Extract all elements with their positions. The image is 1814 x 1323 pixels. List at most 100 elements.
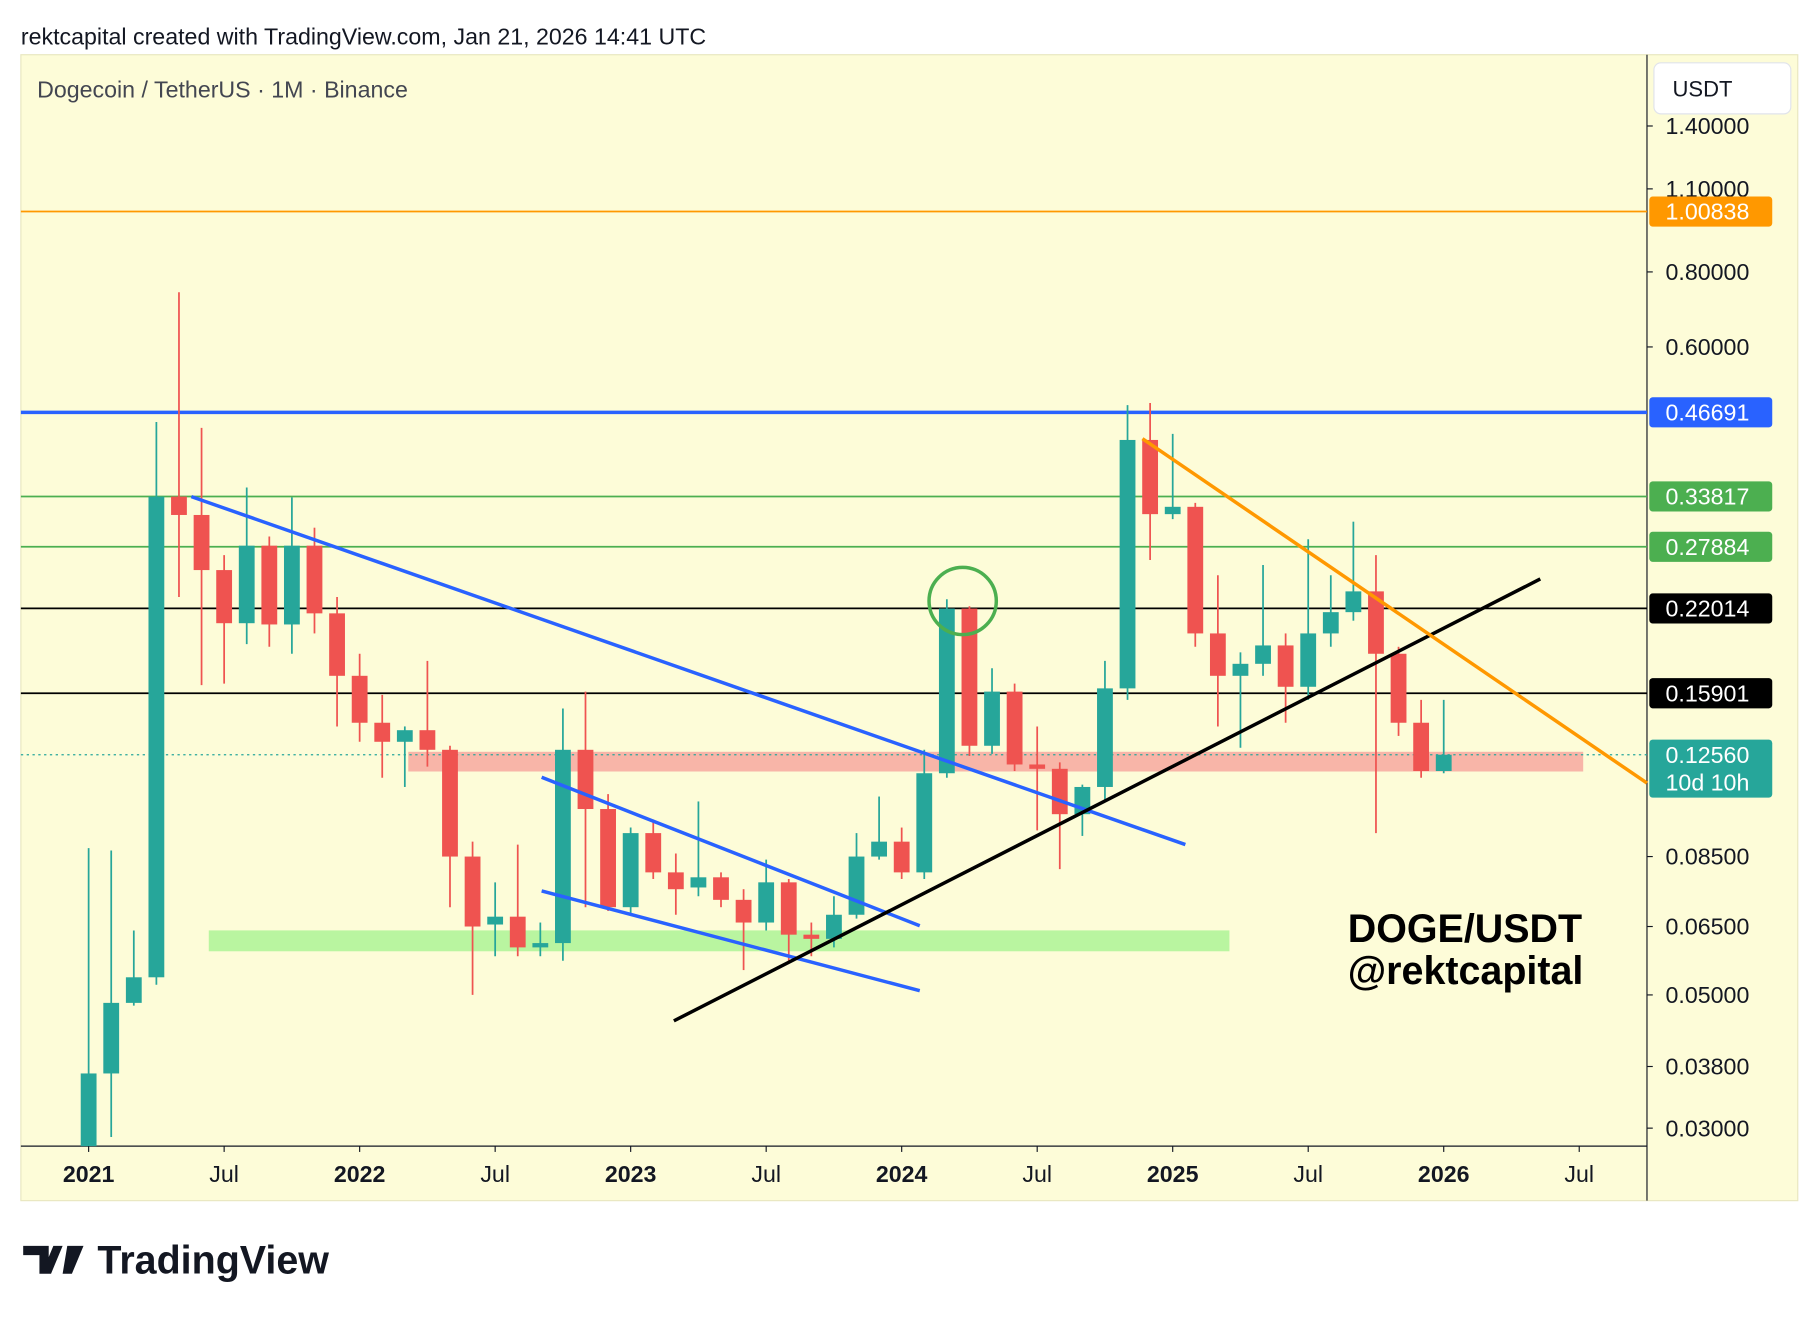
candle-body [555, 749, 571, 944]
candle-body [645, 833, 662, 873]
y-tick-label: 1.40000 [1666, 113, 1750, 139]
candle-body [532, 943, 549, 948]
highlight-circle [927, 565, 999, 637]
level-badge [1649, 678, 1773, 709]
candle-body [171, 496, 187, 515]
last-price-badge [1649, 739, 1773, 798]
logo: TradingView [23, 1239, 329, 1283]
candle-body [125, 977, 142, 1003]
x-tick-label: Jul [751, 1161, 781, 1187]
resistance-zone [408, 751, 1584, 772]
candle-body [1142, 439, 1159, 515]
y-tick-label: 0.60000 [1666, 334, 1750, 360]
candle-body [1322, 612, 1339, 634]
logo-mark [23, 1245, 84, 1274]
y-tick-label: 0.06500 [1666, 914, 1750, 940]
level-label: 0.46691 [1666, 399, 1750, 425]
candle-body [758, 882, 775, 923]
drawings [190, 437, 1648, 1023]
level-badge [1649, 397, 1773, 428]
trendline [541, 775, 921, 928]
candle-body [1209, 633, 1226, 676]
level-badge [1649, 481, 1773, 512]
candle-body [1164, 506, 1181, 515]
trendline [1141, 437, 1648, 785]
candle-body [306, 545, 323, 614]
candle-body [1345, 591, 1362, 613]
x-tick-label: 2021 [63, 1161, 115, 1187]
candle-body [1029, 764, 1046, 769]
candle-body [622, 833, 639, 908]
candle-body [1232, 663, 1249, 676]
x-tick-label: Jul [1022, 1161, 1052, 1187]
last-price-label: 0.12560 [1666, 742, 1750, 768]
candle-body [577, 749, 594, 810]
candle-body [1119, 439, 1136, 689]
support-zone [208, 930, 1230, 952]
annotation: @rektcapital [1348, 949, 1584, 993]
currency: USDT [1672, 76, 1732, 101]
x-tick-label: Jul [1564, 1161, 1594, 1187]
x-tick-label: 2025 [1147, 1161, 1199, 1187]
candle-body [735, 899, 752, 923]
x-tick-label: Jul [1293, 1161, 1323, 1187]
trendline [190, 494, 1186, 847]
zones [208, 751, 1584, 952]
candle-body [826, 914, 842, 939]
candle-body [238, 545, 255, 624]
candle-body [1368, 591, 1384, 654]
candle-body [871, 841, 888, 857]
footer-logo: TradingView [97, 1239, 329, 1283]
candle-body [80, 1073, 97, 1147]
candle-body [667, 872, 684, 890]
candle-body [938, 608, 955, 774]
level-badge [1649, 196, 1773, 227]
candle-body [374, 722, 391, 742]
candle-body [1097, 688, 1113, 787]
candle-body [329, 613, 345, 676]
x-tick-label: 2023 [605, 1161, 657, 1187]
currency-box [1653, 62, 1792, 115]
candle-body [1255, 645, 1271, 664]
x-tick-label: Jul [480, 1161, 510, 1187]
candle-body [103, 1002, 120, 1074]
candle-body [487, 916, 504, 925]
trendline [673, 577, 1542, 1023]
candle-body [396, 730, 413, 742]
candle-body [261, 545, 278, 625]
x-tick-label: 2026 [1418, 1161, 1470, 1187]
annotation: DOGE/USDT [1348, 907, 1582, 951]
header: rektcapital created with TradingView.com… [21, 23, 706, 49]
y-tick-label: 0.05000 [1666, 982, 1750, 1008]
x-tick-label: 2022 [334, 1161, 386, 1187]
candle-body [148, 496, 165, 978]
candle-body [419, 730, 436, 750]
y-tick-label: 0.03000 [1666, 1115, 1750, 1141]
trendline [541, 889, 921, 993]
x-tick-label: Jul [209, 1161, 239, 1187]
candle-body [1187, 506, 1204, 634]
level-label: 1.00838 [1666, 199, 1750, 225]
y-tick-label: 0.08500 [1666, 844, 1750, 870]
candle-body [600, 809, 616, 908]
y-tick-label: 0.80000 [1666, 259, 1750, 285]
level-badge [1649, 531, 1773, 562]
candle-body [509, 916, 526, 948]
candle-body [1390, 653, 1407, 723]
level-label: 0.33817 [1666, 484, 1750, 510]
y-tick-label: 0.03800 [1666, 1054, 1750, 1080]
candle-body [193, 514, 210, 571]
candle-body [893, 841, 910, 873]
x-tick-label: 2024 [876, 1161, 928, 1187]
candle-body [1413, 722, 1430, 772]
badges: 1.00838 0.46691 0.33817 0.27884 0.22014 0.159… [1649, 196, 1773, 798]
candle-body [690, 877, 707, 888]
candle-body [916, 773, 933, 873]
candle-body [848, 856, 865, 915]
candle-body [351, 675, 368, 723]
candle-body [1006, 691, 1023, 765]
level-badge [1649, 593, 1773, 624]
level-label: 0.27884 [1666, 534, 1750, 560]
